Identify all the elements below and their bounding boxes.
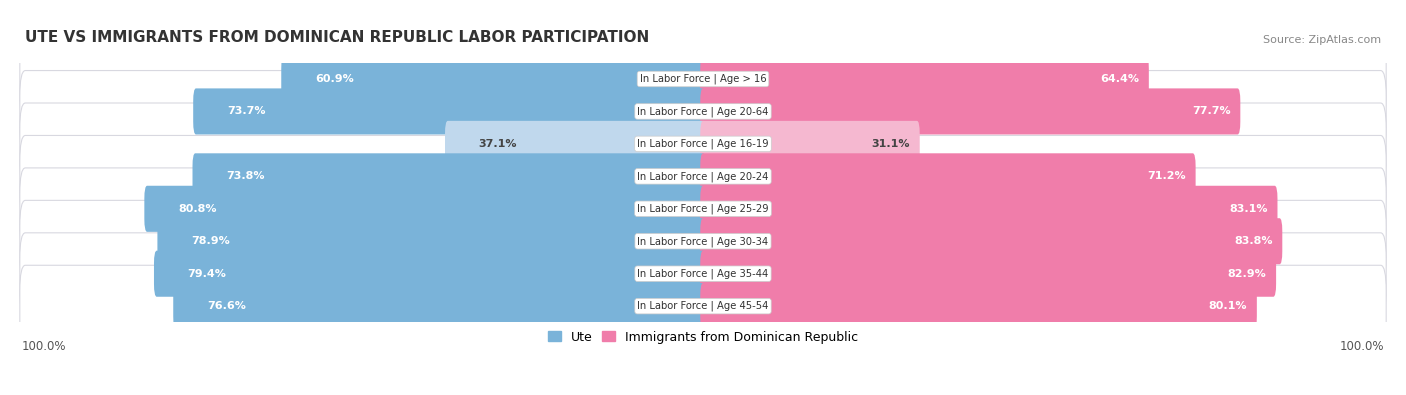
FancyBboxPatch shape: [20, 71, 1386, 152]
FancyBboxPatch shape: [700, 121, 920, 167]
Text: In Labor Force | Age > 16: In Labor Force | Age > 16: [640, 74, 766, 84]
Text: In Labor Force | Age 45-54: In Labor Force | Age 45-54: [637, 301, 769, 311]
FancyBboxPatch shape: [20, 103, 1386, 185]
FancyBboxPatch shape: [20, 233, 1386, 314]
FancyBboxPatch shape: [193, 88, 706, 134]
Text: 100.0%: 100.0%: [1340, 340, 1384, 353]
FancyBboxPatch shape: [700, 186, 1278, 232]
Text: 37.1%: 37.1%: [478, 139, 517, 149]
Legend: Ute, Immigrants from Dominican Republic: Ute, Immigrants from Dominican Republic: [544, 327, 862, 347]
FancyBboxPatch shape: [20, 135, 1386, 217]
Text: 71.2%: 71.2%: [1147, 171, 1187, 181]
FancyBboxPatch shape: [173, 283, 706, 329]
Text: 76.6%: 76.6%: [207, 301, 246, 311]
Text: 73.8%: 73.8%: [226, 171, 264, 181]
Text: 77.7%: 77.7%: [1192, 106, 1230, 117]
Text: 83.1%: 83.1%: [1229, 204, 1268, 214]
Text: 73.7%: 73.7%: [226, 106, 266, 117]
FancyBboxPatch shape: [20, 38, 1386, 120]
FancyBboxPatch shape: [700, 153, 1195, 199]
FancyBboxPatch shape: [446, 121, 706, 167]
Text: 80.1%: 80.1%: [1209, 301, 1247, 311]
Text: Source: ZipAtlas.com: Source: ZipAtlas.com: [1263, 35, 1381, 45]
Text: 82.9%: 82.9%: [1227, 269, 1267, 279]
Text: 31.1%: 31.1%: [872, 139, 910, 149]
Text: 100.0%: 100.0%: [22, 340, 66, 353]
FancyBboxPatch shape: [155, 251, 706, 297]
Text: 60.9%: 60.9%: [315, 74, 354, 84]
Text: UTE VS IMMIGRANTS FROM DOMINICAN REPUBLIC LABOR PARTICIPATION: UTE VS IMMIGRANTS FROM DOMINICAN REPUBLI…: [25, 30, 650, 45]
Text: 80.8%: 80.8%: [179, 204, 217, 214]
Text: 83.8%: 83.8%: [1234, 236, 1272, 246]
Text: 64.4%: 64.4%: [1099, 74, 1139, 84]
Text: 78.9%: 78.9%: [191, 236, 229, 246]
Text: In Labor Force | Age 25-29: In Labor Force | Age 25-29: [637, 203, 769, 214]
FancyBboxPatch shape: [700, 251, 1277, 297]
FancyBboxPatch shape: [20, 200, 1386, 282]
FancyBboxPatch shape: [20, 265, 1386, 347]
FancyBboxPatch shape: [157, 218, 706, 264]
Text: In Labor Force | Age 30-34: In Labor Force | Age 30-34: [637, 236, 769, 246]
Text: In Labor Force | Age 20-24: In Labor Force | Age 20-24: [637, 171, 769, 182]
FancyBboxPatch shape: [700, 218, 1282, 264]
FancyBboxPatch shape: [700, 88, 1240, 134]
Text: 79.4%: 79.4%: [187, 269, 226, 279]
FancyBboxPatch shape: [193, 153, 706, 199]
Text: In Labor Force | Age 16-19: In Labor Force | Age 16-19: [637, 139, 769, 149]
FancyBboxPatch shape: [700, 283, 1257, 329]
Text: In Labor Force | Age 35-44: In Labor Force | Age 35-44: [637, 269, 769, 279]
FancyBboxPatch shape: [281, 56, 706, 102]
FancyBboxPatch shape: [145, 186, 706, 232]
Text: In Labor Force | Age 20-64: In Labor Force | Age 20-64: [637, 106, 769, 117]
FancyBboxPatch shape: [20, 168, 1386, 250]
FancyBboxPatch shape: [700, 56, 1149, 102]
